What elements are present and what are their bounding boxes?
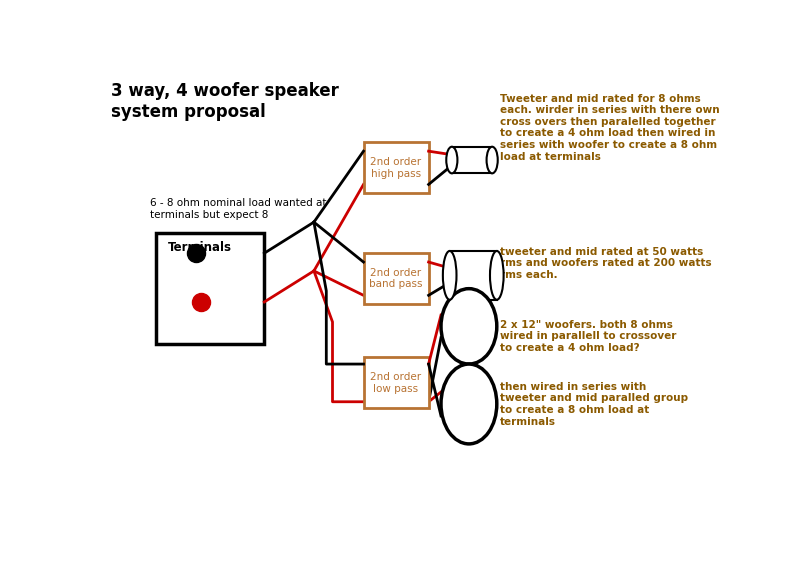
Ellipse shape <box>486 147 498 173</box>
Ellipse shape <box>490 251 504 300</box>
Ellipse shape <box>441 364 497 444</box>
Text: 2 x 12" woofers. both 8 ohms
wired in parallell to crossover
to create a 4 ohm l: 2 x 12" woofers. both 8 ohms wired in pa… <box>500 320 676 353</box>
Text: 2nd order
low pass: 2nd order low pass <box>370 372 422 394</box>
Bar <box>363 253 429 304</box>
Text: tweeter and mid rated at 50 watts
rms and woofers rated at 200 watts
rms each.: tweeter and mid rated at 50 watts rms an… <box>500 247 711 280</box>
Ellipse shape <box>443 251 457 300</box>
Text: 3 way, 4 woofer speaker
system proposal: 3 way, 4 woofer speaker system proposal <box>111 82 339 121</box>
Text: 2nd order
high pass: 2nd order high pass <box>370 157 422 179</box>
Bar <box>363 142 429 194</box>
Ellipse shape <box>441 289 497 364</box>
Bar <box>156 233 264 344</box>
Text: 6 - 8 ohm nominal load wanted at
terminals but expect 8: 6 - 8 ohm nominal load wanted at termina… <box>150 198 326 220</box>
Ellipse shape <box>446 147 458 173</box>
Bar <box>450 251 497 300</box>
Text: 2nd order
band pass: 2nd order band pass <box>370 268 422 290</box>
Text: then wired in series with
tweeter and mid paralled group
to create a 8 ohm load : then wired in series with tweeter and mi… <box>500 382 688 427</box>
Text: Tweeter and mid rated for 8 ohms
each. wirder in series with there own
cross ove: Tweeter and mid rated for 8 ohms each. w… <box>500 93 719 161</box>
Bar <box>452 147 492 173</box>
Text: Terminals: Terminals <box>168 241 232 254</box>
Bar <box>363 357 429 408</box>
